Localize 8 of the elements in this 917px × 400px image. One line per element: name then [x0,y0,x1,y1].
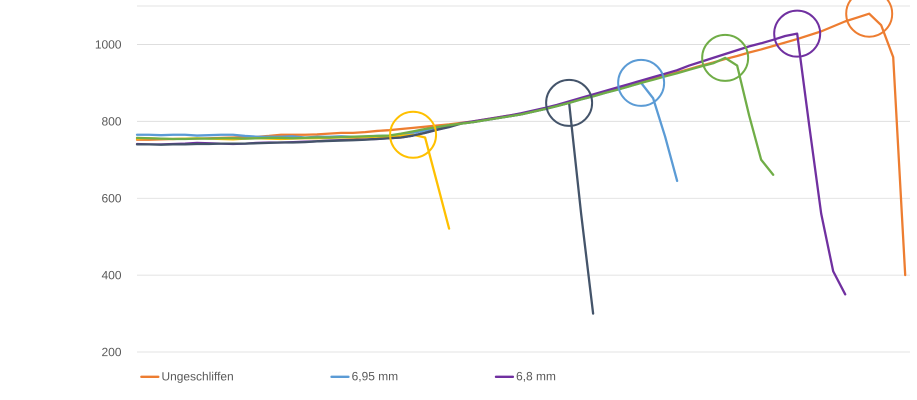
y-tick-label: 200 [102,348,122,356]
y-tick-label: 1000 [96,40,122,49]
legend-label: Ungeschliffen [162,372,233,383]
y-tick-label: 400 [102,270,122,280]
legend-label: 6,8 mm [516,372,556,382]
y-tick-label: 600 [102,194,122,202]
legend-label: 6,95 mm [352,372,398,382]
y-tick-label: 800 [102,117,122,126]
